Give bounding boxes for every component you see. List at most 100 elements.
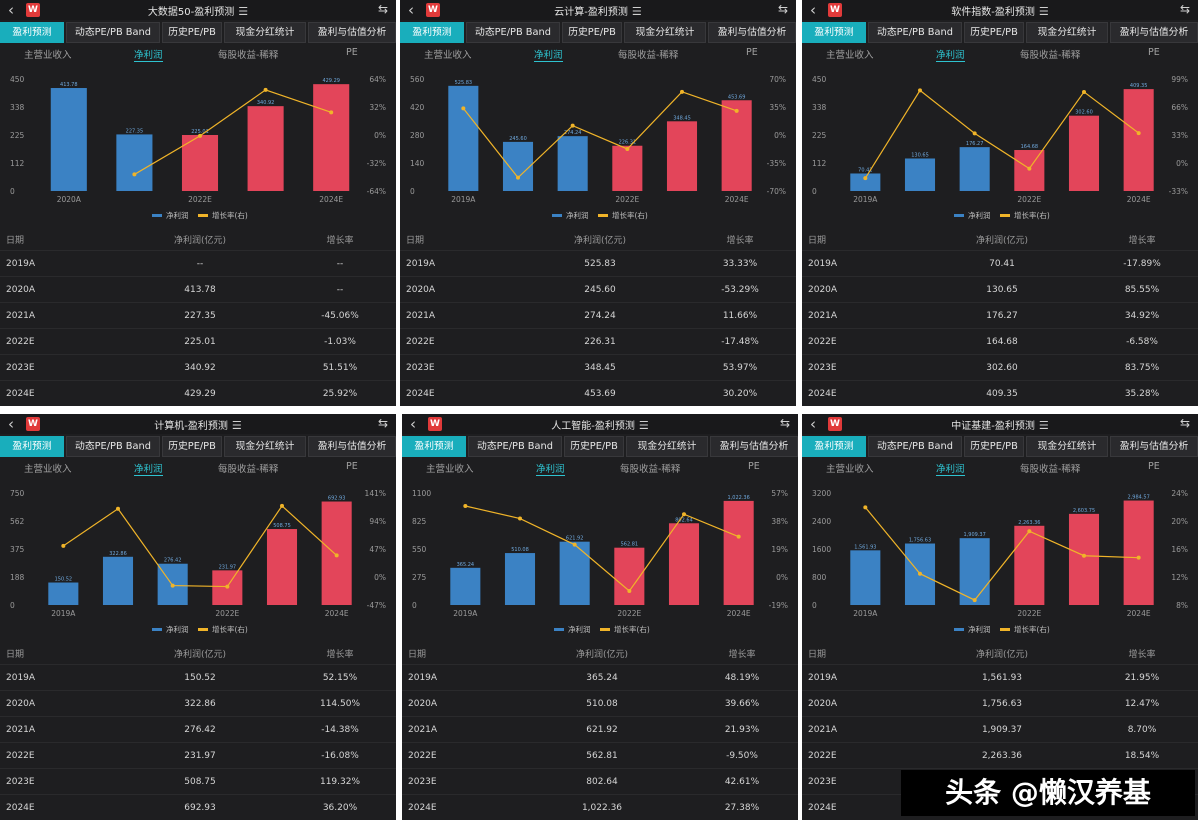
bar [723, 500, 754, 605]
subtab-0[interactable]: 主营业收入 [424, 50, 472, 61]
subtab-1[interactable]: 净利润 [536, 461, 565, 476]
bar [502, 141, 534, 191]
subtab-1[interactable]: 净利润 [534, 47, 563, 62]
tab-3[interactable]: 现金分红统计 [1026, 436, 1108, 457]
subtab-1[interactable]: 净利润 [936, 461, 965, 476]
tab-1[interactable]: 动态PE/PB Band [66, 436, 160, 457]
tab-3[interactable]: 现金分红统计 [624, 22, 706, 43]
bar-value-label: 276.42 [164, 558, 182, 564]
subtab-2[interactable]: 每股收益-稀释 [620, 464, 681, 475]
tab-0[interactable]: 盈利预测 [400, 22, 464, 43]
header-growth: 增长率 [326, 650, 354, 660]
tab-2[interactable]: 历史PE/PB [564, 436, 624, 457]
back-arrow-icon[interactable]: ‹ [810, 415, 816, 433]
tab-3[interactable]: 现金分红统计 [224, 22, 306, 43]
tab-0[interactable]: 盈利预测 [802, 22, 866, 43]
row-date: 2023E [808, 363, 837, 373]
tab-2[interactable]: 历史PE/PB [964, 436, 1024, 457]
swap-arrows-icon[interactable]: ⇆ [779, 416, 790, 430]
tab-4[interactable]: 盈利与估值分析 [308, 436, 396, 457]
growth-point [263, 87, 268, 92]
subtab-0[interactable]: 主营业收入 [826, 50, 874, 61]
tab-3[interactable]: 现金分红统计 [224, 436, 306, 457]
growth-point [1136, 555, 1141, 560]
swap-arrows-icon[interactable]: ⇆ [377, 416, 388, 430]
tab-2[interactable]: 历史PE/PB [964, 22, 1024, 43]
subtab-2[interactable]: 每股收益-稀释 [618, 50, 679, 61]
list-menu-icon[interactable]: ☰ [231, 419, 242, 432]
tab-3[interactable]: 现金分红统计 [1026, 22, 1108, 43]
back-arrow-icon[interactable]: ‹ [8, 1, 14, 19]
tab-0[interactable]: 盈利预测 [802, 436, 866, 457]
subtab-0[interactable]: 主营业收入 [24, 464, 72, 475]
subtab-3[interactable]: PE [1148, 47, 1160, 58]
row-value: 348.45 [584, 363, 616, 373]
subtab-1[interactable]: 净利润 [134, 461, 163, 476]
subtab-0[interactable]: 主营业收入 [24, 50, 72, 61]
growth-point [225, 584, 230, 589]
subtab-3[interactable]: PE [346, 461, 358, 472]
row-value: 274.24 [584, 311, 616, 321]
subtab-1[interactable]: 净利润 [134, 47, 163, 62]
x-tick-label: 2024E [325, 609, 349, 618]
tab-1[interactable]: 动态PE/PB Band [66, 22, 160, 43]
subtab-1[interactable]: 净利润 [936, 47, 965, 62]
tab-0[interactable]: 盈利预测 [402, 436, 466, 457]
tab-1[interactable]: 动态PE/PB Band [868, 436, 962, 457]
list-menu-icon[interactable]: ☰ [1038, 419, 1049, 432]
subtab-2[interactable]: 每股收益-稀释 [1020, 464, 1081, 475]
subtab-0[interactable]: 主营业收入 [426, 464, 474, 475]
tab-1[interactable]: 动态PE/PB Band [868, 22, 962, 43]
subtab-3[interactable]: PE [746, 47, 758, 58]
swap-arrows-icon[interactable]: ⇆ [1179, 416, 1190, 430]
swap-arrows-icon[interactable]: ⇆ [777, 2, 788, 16]
tab-2[interactable]: 历史PE/PB [162, 22, 222, 43]
back-arrow-icon[interactable]: ‹ [810, 1, 816, 19]
bar [959, 538, 990, 605]
tab-0[interactable]: 盈利预测 [0, 436, 64, 457]
back-arrow-icon[interactable]: ‹ [8, 415, 14, 433]
y2-tick-label: 70% [769, 75, 786, 84]
swap-arrows-icon[interactable]: ⇆ [377, 2, 388, 16]
header-value: 净利润(亿元) [573, 236, 627, 246]
subtab-2[interactable]: 每股收益-稀释 [218, 464, 279, 475]
back-arrow-icon[interactable]: ‹ [410, 415, 416, 433]
y-tick-label: 450 [10, 75, 25, 84]
growth-point [329, 110, 334, 115]
growth-line [465, 505, 739, 592]
y2-tick-label: 0% [776, 573, 788, 582]
tab-1[interactable]: 动态PE/PB Band [468, 436, 562, 457]
swap-arrows-icon[interactable]: ⇆ [1179, 2, 1190, 16]
tab-1[interactable]: 动态PE/PB Band [466, 22, 560, 43]
tab-0[interactable]: 盈利预测 [0, 22, 64, 43]
tab-4[interactable]: 盈利与估值分析 [710, 436, 798, 457]
subtab-3[interactable]: PE [748, 461, 760, 472]
legend-line-swatch [1000, 214, 1010, 217]
bar-value-label: 231.97 [219, 564, 237, 570]
subtab-2[interactable]: 每股收益-稀释 [218, 50, 279, 61]
list-menu-icon[interactable]: ☰ [1038, 5, 1049, 18]
row-date: 2021A [6, 311, 36, 321]
y2-tick-label: -32% [367, 159, 386, 168]
net-profit-chart: 450 338 225 112 0 99% 66% 33% 0% -33% 70.41 2019A 13… [812, 75, 1188, 220]
subtab-2[interactable]: 每股收益-稀释 [1020, 50, 1081, 61]
tab-2[interactable]: 历史PE/PB [162, 436, 222, 457]
y-tick-label: 825 [412, 517, 427, 526]
tab-4[interactable]: 盈利与估值分析 [308, 22, 396, 43]
back-arrow-icon[interactable]: ‹ [408, 1, 414, 19]
tab-4[interactable]: 盈利与估值分析 [708, 22, 796, 43]
bar-value-label: 302.60 [1075, 110, 1093, 116]
list-menu-icon[interactable]: ☰ [238, 5, 249, 18]
tab-4[interactable]: 盈利与估值分析 [1110, 436, 1198, 457]
row-date: 2022E [808, 337, 837, 347]
subtab-3[interactable]: PE [346, 47, 358, 58]
tab-2[interactable]: 历史PE/PB [562, 22, 622, 43]
list-menu-icon[interactable]: ☰ [638, 419, 649, 432]
data-table: 日期 净利润(亿元) 增长率 2019A 365.24 48.19% 2020A 510.08… [402, 639, 798, 820]
list-menu-icon[interactable]: ☰ [631, 5, 642, 18]
bar-value-label: 245.60 [509, 136, 527, 142]
subtab-0[interactable]: 主营业收入 [826, 464, 874, 475]
tab-4[interactable]: 盈利与估值分析 [1110, 22, 1198, 43]
tab-3[interactable]: 现金分红统计 [626, 436, 708, 457]
subtab-3[interactable]: PE [1148, 461, 1160, 472]
